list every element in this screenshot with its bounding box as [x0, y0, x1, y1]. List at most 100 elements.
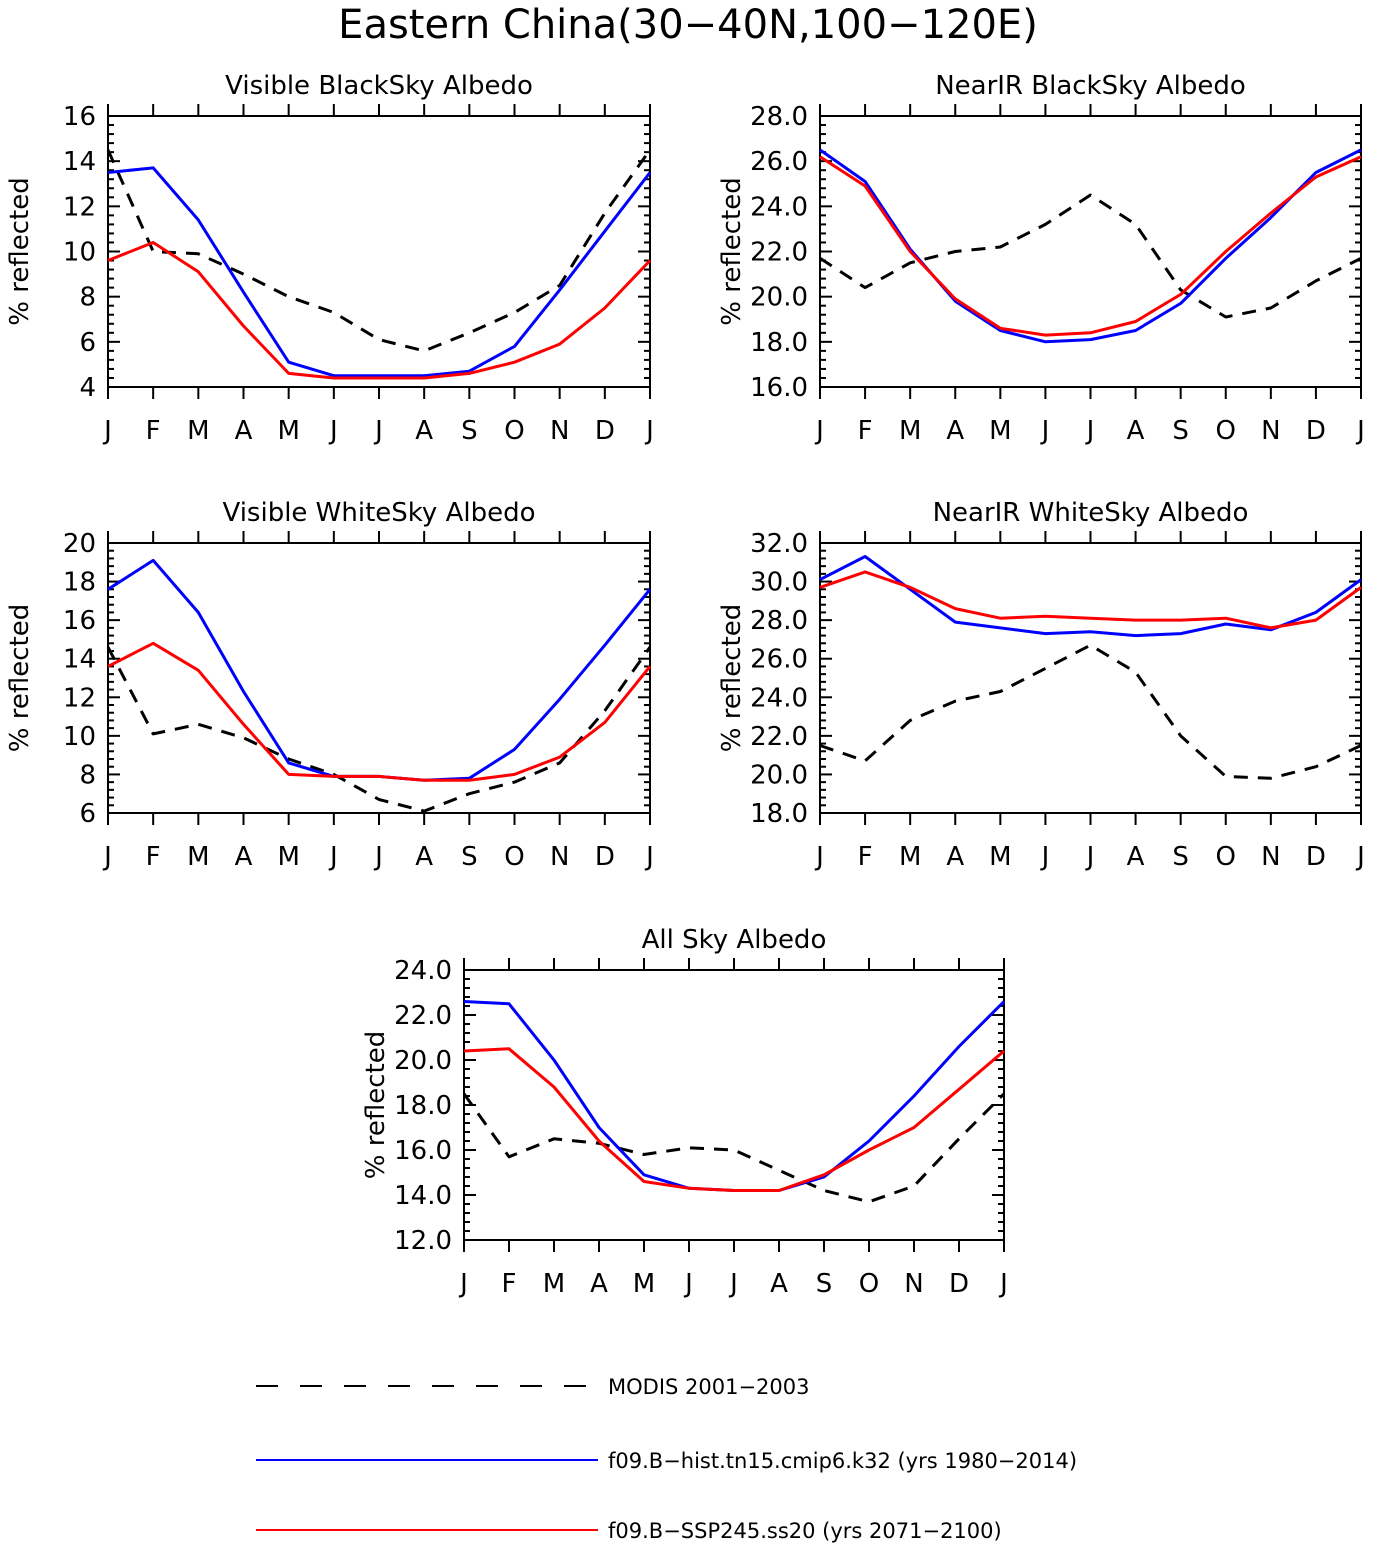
- panels: Visible BlackSky Albedo % reflected 4 6 8 10 1…: [5, 71, 1365, 1299]
- x-tick-label: D: [595, 416, 615, 446]
- panel-1: Visible BlackSky Albedo % reflected 4 6 8 10 1…: [5, 71, 654, 446]
- y-tick-label: 18.0: [750, 328, 808, 358]
- x-tick-label: S: [461, 416, 478, 446]
- y-tick-label: 24.0: [750, 192, 808, 222]
- y-tick-label: 16: [63, 606, 96, 636]
- x-tick-label: M: [277, 416, 299, 446]
- x-tick-label: S: [1172, 842, 1189, 872]
- y-axis-label: % reflected: [5, 177, 35, 325]
- x-tick-label: N: [550, 416, 569, 446]
- x-tick-label: J: [328, 416, 338, 446]
- y-tick-label: 6: [79, 799, 96, 829]
- y-axis-label: % reflected: [717, 177, 747, 325]
- x-tick-label: J: [458, 1269, 468, 1299]
- hist-series-line: [107, 558, 652, 782]
- plot-frame: [107, 115, 651, 388]
- x-tick-label: J: [728, 1269, 738, 1299]
- x-tick-label: A: [415, 416, 433, 446]
- y-tick-label: 18.0: [394, 1091, 452, 1121]
- y-tick-label: 18.0: [750, 799, 808, 829]
- panel-4: NearIR WhiteSky Albedo % reflected 18.0 20.…: [717, 498, 1365, 872]
- x-tick-label: D: [595, 842, 615, 872]
- y-tick-label: 22.0: [394, 1001, 452, 1031]
- x-tick-label: J: [644, 842, 654, 872]
- ssp-series-line: [107, 241, 652, 380]
- panel-title: All Sky Albedo: [642, 925, 827, 955]
- y-tick-label: 6: [79, 328, 96, 358]
- x-tick-label: A: [946, 416, 964, 446]
- x-tick-label: N: [904, 1269, 923, 1299]
- x-tick-label: D: [949, 1269, 969, 1299]
- y-tick-label: 22.0: [750, 238, 808, 268]
- panel-title: NearIR WhiteSky Albedo: [933, 498, 1249, 528]
- x-tick-label: J: [1085, 416, 1095, 446]
- y-tick-label: 14: [63, 147, 96, 177]
- y-tick-label: 4: [79, 373, 96, 403]
- x-tick-label: A: [946, 842, 964, 872]
- ssp-series-line: [463, 1047, 1005, 1192]
- x-tick-label: O: [1216, 416, 1236, 446]
- x-tick-label: S: [461, 842, 478, 872]
- figure-title: Eastern China(30−40N,100−120E): [338, 2, 1038, 48]
- x-tick-label: M: [187, 842, 209, 872]
- x-tick-label: J: [102, 842, 112, 872]
- modis-series-line: [106, 149, 652, 353]
- x-tick-label: F: [502, 1269, 517, 1299]
- hist-series-line: [819, 555, 1362, 638]
- panel-title: NearIR BlackSky Albedo: [935, 71, 1246, 101]
- y-tick-label: 22.0: [750, 722, 808, 752]
- hist-series-line: [463, 1000, 1006, 1192]
- x-tick-label: N: [550, 842, 569, 872]
- y-axis-label: % reflected: [5, 604, 35, 752]
- x-tick-label: M: [187, 416, 209, 446]
- hist-series-line: [819, 148, 1362, 344]
- modis-series-line: [819, 193, 1362, 319]
- plot-frame: [819, 115, 1362, 388]
- y-tick-label: 8: [79, 760, 96, 790]
- y-tick-label: 28.0: [750, 102, 808, 132]
- y-tick-label: 12: [63, 683, 96, 713]
- x-tick-label: D: [1306, 842, 1326, 872]
- x-tick-label: J: [373, 842, 383, 872]
- y-tick-label: 24.0: [750, 683, 808, 713]
- x-tick-label: O: [1216, 842, 1236, 872]
- x-tick-label: O: [504, 416, 524, 446]
- x-tick-label: J: [373, 416, 383, 446]
- x-tick-label: A: [415, 842, 433, 872]
- hist-series-line: [107, 166, 652, 378]
- y-tick-label: 10: [63, 722, 96, 752]
- y-tick-label: 12: [63, 192, 96, 222]
- panel-2: NearIR BlackSky Albedo % reflected 16.0 18.…: [717, 71, 1365, 446]
- y-tick-label: 18: [63, 568, 96, 598]
- y-tick-label: 16.0: [394, 1136, 452, 1166]
- panel-title: Visible WhiteSky Albedo: [222, 498, 535, 528]
- y-tick-label: 28.0: [750, 606, 808, 636]
- y-tick-label: 14: [63, 645, 96, 675]
- x-tick-label: M: [989, 416, 1011, 446]
- y-axis-label: % reflected: [361, 1031, 391, 1179]
- modis-series-line: [819, 643, 1362, 780]
- x-tick-label: F: [858, 842, 873, 872]
- panel-title: Visible BlackSky Albedo: [225, 71, 533, 101]
- x-tick-label: A: [770, 1269, 788, 1299]
- ssp-series-line: [107, 641, 652, 782]
- x-tick-label: J: [1355, 416, 1365, 446]
- x-tick-label: J: [1040, 416, 1050, 446]
- x-tick-label: O: [859, 1269, 879, 1299]
- y-tick-label: 30.0: [750, 568, 808, 598]
- y-tick-label: 20.0: [394, 1046, 452, 1076]
- modis-legend-label: MODIS 2001−2003: [608, 1375, 810, 1399]
- legend: MODIS 2001−2003 f09.B−hist.tn15.cmip6.k32…: [256, 1375, 1077, 1543]
- y-axis-label: % reflected: [717, 604, 747, 752]
- x-tick-label: N: [1261, 416, 1280, 446]
- x-tick-label: D: [1306, 416, 1326, 446]
- y-tick-label: 26.0: [750, 645, 808, 675]
- x-tick-label: J: [683, 1269, 693, 1299]
- x-tick-label: J: [644, 416, 654, 446]
- x-tick-label: M: [989, 842, 1011, 872]
- x-tick-label: M: [633, 1269, 655, 1299]
- x-tick-label: A: [1127, 842, 1145, 872]
- x-tick-label: J: [102, 416, 112, 446]
- x-tick-label: F: [858, 416, 873, 446]
